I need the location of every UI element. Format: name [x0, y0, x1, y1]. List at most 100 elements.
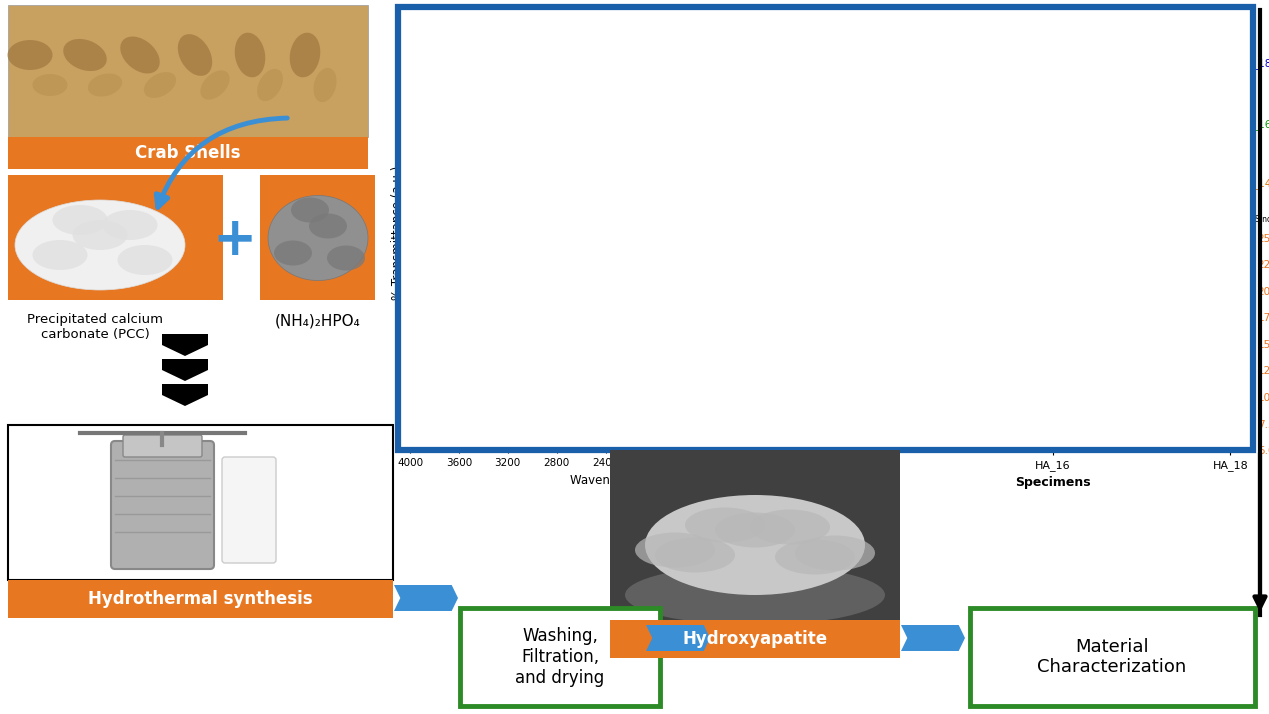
- FancyBboxPatch shape: [970, 608, 1255, 706]
- Point: [1053, 66, 1074, 78]
- Point: [1072, 69, 1093, 81]
- Text: $\nu_3$ PO$_4^{3-}$: $\nu_3$ PO$_4^{3-}$: [754, 267, 791, 282]
- Point: [961, 135, 981, 146]
- Ellipse shape: [15, 200, 185, 290]
- Ellipse shape: [626, 565, 884, 625]
- Ellipse shape: [33, 74, 67, 96]
- FancyBboxPatch shape: [260, 175, 376, 300]
- Point: [973, 177, 994, 188]
- Text: C=O: C=O: [666, 326, 692, 336]
- Text: $\nu_3$ CO$_3^{2-}$: $\nu_3$ CO$_3^{2-}$: [687, 113, 725, 128]
- Text: $\nu_3$ PO$_4^{3-}$: $\nu_3$ PO$_4^{3-}$: [754, 207, 791, 222]
- Ellipse shape: [685, 508, 765, 543]
- Text: +: +: [213, 214, 258, 266]
- Text: OH⁻: OH⁻: [770, 99, 792, 109]
- Polygon shape: [412, 585, 440, 611]
- Ellipse shape: [634, 533, 714, 568]
- FancyBboxPatch shape: [8, 175, 223, 300]
- Text: OH⁻: OH⁻: [770, 237, 792, 247]
- Legend: Hydroxyapatite, CaCO₃: Hydroxyapatite, CaCO₃: [1146, 23, 1244, 52]
- Point: [947, 66, 967, 77]
- FancyBboxPatch shape: [610, 620, 900, 658]
- Point: [1003, 179, 1023, 191]
- Ellipse shape: [775, 540, 855, 575]
- Ellipse shape: [794, 536, 876, 570]
- Point: [973, 61, 994, 73]
- Text: Hydroxyapatite: Hydroxyapatite: [683, 630, 827, 648]
- Ellipse shape: [313, 68, 336, 102]
- Ellipse shape: [8, 40, 52, 70]
- Ellipse shape: [327, 246, 365, 271]
- Point: [963, 24, 983, 36]
- Text: JCPDS no. 09-0432: JCPDS no. 09-0432: [1237, 216, 1269, 224]
- Ellipse shape: [308, 213, 346, 238]
- FancyBboxPatch shape: [123, 435, 202, 457]
- Text: $\nu_4$ PO$_4^{3-}$: $\nu_4$ PO$_4^{3-}$: [810, 118, 846, 133]
- Text: $\nu_2$ CO$_3^{2-}$: $\nu_2$ CO$_3^{2-}$: [774, 401, 811, 415]
- Text: $\nu_4$ PO$_4^{3-}$: $\nu_4$ PO$_4^{3-}$: [810, 248, 846, 263]
- Point: [967, 41, 987, 53]
- Y-axis label: Weight Percentage (%): Weight Percentage (%): [803, 284, 813, 403]
- Point: [930, 106, 950, 118]
- Polygon shape: [430, 585, 458, 611]
- Text: Precipitated calcium
carbonate (PCC): Precipitated calcium carbonate (PCC): [27, 313, 162, 341]
- Polygon shape: [162, 384, 208, 406]
- FancyBboxPatch shape: [110, 441, 214, 569]
- Text: (NH₄)₂HPO₄: (NH₄)₂HPO₄: [275, 313, 360, 328]
- Y-axis label: Intensity (a.u.): Intensity (a.u.): [843, 84, 853, 166]
- Text: CH_14: CH_14: [808, 237, 848, 248]
- Ellipse shape: [274, 241, 312, 266]
- Text: $\nu_3$ CO$_3^{2-}$: $\nu_3$ CO$_3^{2-}$: [702, 246, 739, 261]
- Point: [963, 140, 983, 151]
- Ellipse shape: [178, 34, 212, 76]
- Text: OH⁻: OH⁻: [467, 315, 489, 325]
- Point: [1039, 180, 1060, 191]
- Point: [961, 76, 981, 88]
- FancyBboxPatch shape: [8, 425, 393, 580]
- Ellipse shape: [750, 510, 830, 545]
- Ellipse shape: [714, 513, 794, 548]
- Ellipse shape: [655, 538, 735, 573]
- Ellipse shape: [201, 71, 230, 100]
- Point: [1003, 64, 1023, 76]
- FancyBboxPatch shape: [222, 457, 275, 563]
- Ellipse shape: [52, 205, 108, 235]
- Text: PCC: PCC: [766, 278, 820, 337]
- Text: CH_16: CH_16: [808, 172, 848, 183]
- Point: [983, 74, 1004, 86]
- FancyBboxPatch shape: [610, 450, 900, 620]
- FancyBboxPatch shape: [459, 608, 660, 706]
- Text: OH⁻: OH⁻: [770, 172, 792, 182]
- Text: $\nu_4$ PO$_4^{3-}$: $\nu_4$ PO$_4^{3-}$: [810, 186, 846, 201]
- Text: HA_16: HA_16: [1237, 119, 1269, 130]
- Point: [947, 124, 967, 136]
- Point: [983, 191, 1004, 202]
- Point: [961, 20, 981, 31]
- Text: Washing,
Filtration,
and drying: Washing, Filtration, and drying: [515, 627, 604, 687]
- Ellipse shape: [291, 198, 329, 223]
- Text: Material
Characterization: Material Characterization: [1037, 638, 1187, 676]
- Point: [973, 119, 994, 131]
- Point: [1043, 75, 1063, 86]
- Text: $\nu_3$ CO$_3^{2-}$: $\nu_3$ CO$_3^{2-}$: [706, 397, 742, 412]
- Point: [930, 163, 950, 174]
- Text: $\nu_3$ PO$_4^{3-}$: $\nu_3$ PO$_4^{3-}$: [754, 139, 791, 154]
- Ellipse shape: [143, 72, 176, 98]
- Point: [947, 180, 967, 191]
- Polygon shape: [646, 625, 674, 651]
- Polygon shape: [901, 625, 929, 651]
- Polygon shape: [681, 625, 709, 651]
- Point: [1043, 132, 1063, 144]
- Point: [930, 47, 950, 59]
- FancyBboxPatch shape: [398, 7, 1253, 450]
- FancyBboxPatch shape: [8, 137, 368, 169]
- Ellipse shape: [268, 196, 368, 281]
- Text: OH⁻: OH⁻: [453, 88, 475, 98]
- Text: HA_14: HA_14: [1237, 178, 1269, 189]
- FancyBboxPatch shape: [8, 5, 368, 137]
- Point: [1006, 134, 1027, 145]
- Polygon shape: [664, 625, 692, 651]
- Point: [1053, 183, 1074, 194]
- Point: [1006, 74, 1027, 86]
- Ellipse shape: [258, 69, 283, 101]
